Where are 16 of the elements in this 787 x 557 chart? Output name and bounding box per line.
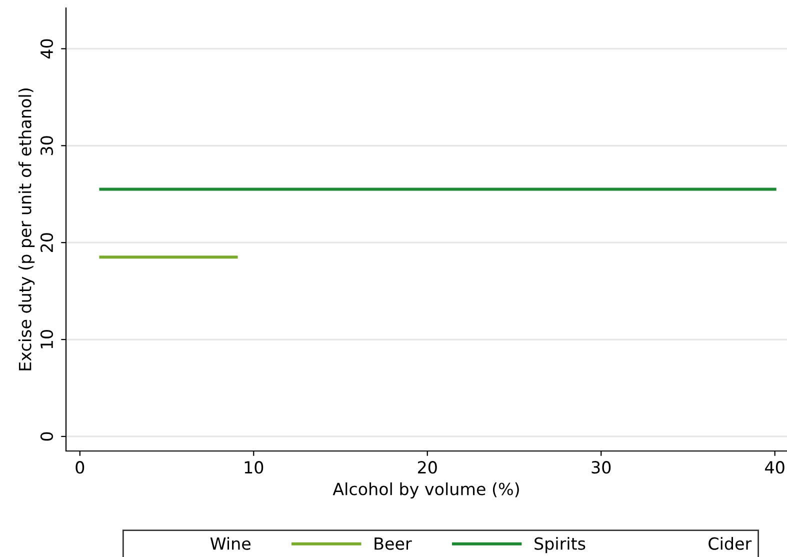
x-tick-label: 10: [244, 461, 264, 474]
legend-label: Beer: [374, 538, 412, 550]
text: Cider: [708, 537, 752, 550]
text: Wine: [210, 537, 250, 550]
y-axis-title: Excise duty (p per unit of ethanol): [18, 88, 35, 370]
x-tick-label: 0: [76, 461, 84, 474]
legend-label: Spirits: [534, 537, 586, 554]
y-tick-label: 40: [40, 39, 54, 58]
x-tick-label: 20: [418, 461, 437, 474]
x-axis-title: Alcohol by volume (%): [332, 482, 519, 499]
y-tick-label: 0: [40, 432, 54, 441]
y-tick-label: 10: [40, 330, 54, 348]
y-tick-label: 20: [40, 233, 54, 252]
x-tick-label: 40: [765, 461, 784, 474]
y-tick-label: 30: [40, 136, 54, 155]
x-tick-label: 30: [592, 461, 611, 474]
